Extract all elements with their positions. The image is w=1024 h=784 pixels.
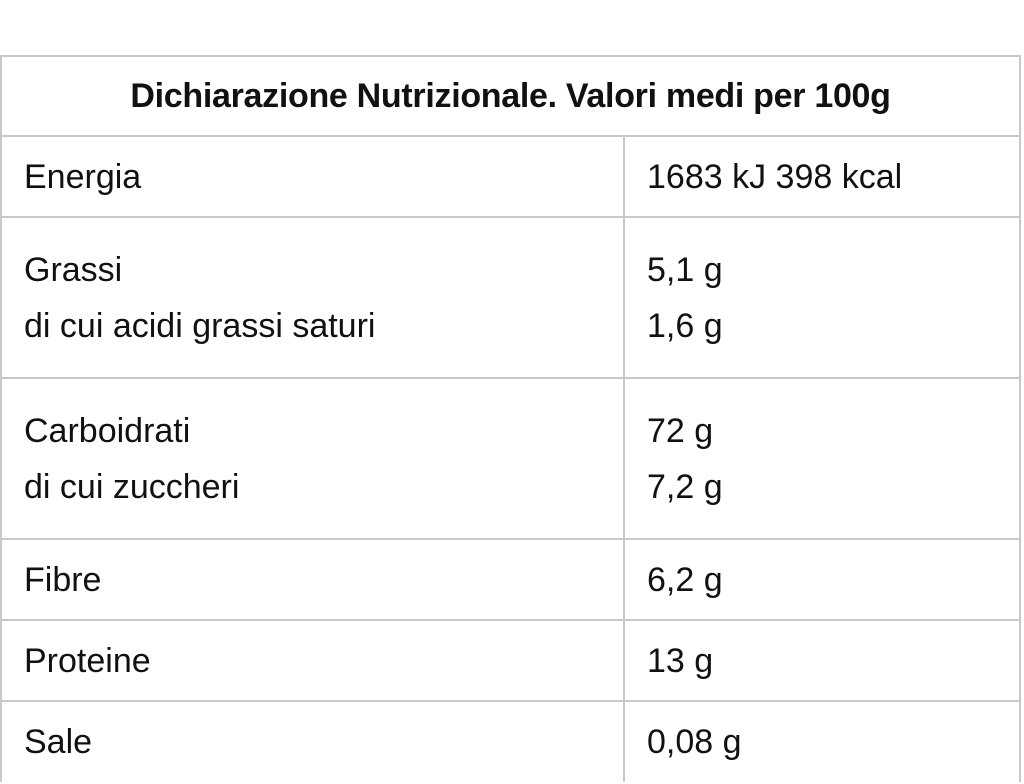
table-row-fibre: Fibre 6,2 g — [2, 540, 1019, 621]
nutrient-amount: 72 g — [647, 411, 714, 450]
table-row-energia: Energia 1683 kJ 398 kcal — [2, 137, 1019, 218]
table-row-grassi: Grassi di cui acidi grassi saturi 5,1 g … — [2, 218, 1019, 379]
nutrient-sub-label: di cui acidi grassi saturi — [24, 306, 376, 345]
nutrient-amount: 6,2 g — [647, 560, 723, 599]
nutrient-label: Energia — [24, 157, 142, 196]
nutrient-label: Proteine — [24, 641, 151, 680]
table-row-proteine: Proteine 13 g — [2, 621, 1019, 702]
nutrient-name: Grassi di cui acidi grassi saturi — [2, 218, 625, 377]
nutrient-value: 1683 kJ 398 kcal — [625, 137, 1019, 216]
table-row-sale: Sale 0,08 g — [2, 702, 1019, 782]
nutrient-amount: 1683 kJ 398 kcal — [647, 157, 903, 196]
nutrient-name: Proteine — [2, 621, 625, 700]
nutrient-sub-label: di cui zuccheri — [24, 467, 240, 506]
nutrient-value: 5,1 g 1,6 g — [625, 218, 1019, 377]
nutrient-label: Fibre — [24, 560, 102, 599]
nutrition-table: Dichiarazione Nutrizionale. Valori medi … — [0, 55, 1021, 782]
nutrient-name: Fibre — [2, 540, 625, 619]
nutrient-label: Sale — [24, 723, 93, 761]
nutrient-value: 13 g — [625, 621, 1019, 700]
table-title: Dichiarazione Nutrizionale. Valori medi … — [2, 57, 1019, 137]
nutrient-value: 0,08 g — [625, 702, 1019, 782]
nutrient-label: Carboidrati — [24, 411, 191, 450]
nutrient-name: Sale — [2, 702, 625, 782]
table-row-carboidrati: Carboidrati di cui zuccheri 72 g 7,2 g — [2, 379, 1019, 540]
nutrient-amount: 13 g — [647, 641, 714, 680]
nutrient-sub-amount: 1,6 g — [647, 306, 723, 345]
nutrient-amount: 0,08 g — [647, 723, 742, 761]
nutrient-value: 6,2 g — [625, 540, 1019, 619]
nutrient-sub-amount: 7,2 g — [647, 467, 723, 506]
nutrient-label: Grassi — [24, 250, 123, 289]
nutrient-value: 72 g 7,2 g — [625, 379, 1019, 538]
nutrient-name: Carboidrati di cui zuccheri — [2, 379, 625, 538]
nutrient-amount: 5,1 g — [647, 250, 723, 289]
nutrient-name: Energia — [2, 137, 625, 216]
